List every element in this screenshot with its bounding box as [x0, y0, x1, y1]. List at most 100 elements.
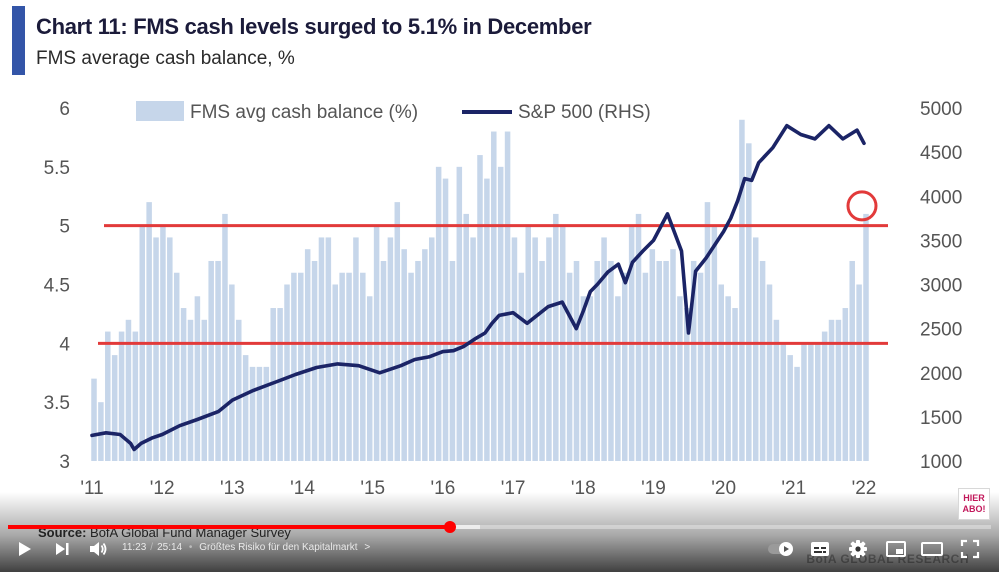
cash-bar	[842, 308, 849, 461]
volume-button[interactable]	[86, 537, 110, 561]
x-tick-label: '14	[290, 478, 315, 499]
cash-bar	[739, 119, 745, 462]
cash-bar	[594, 260, 600, 461]
subscribe-badge[interactable]: HIER ABO!	[958, 488, 990, 520]
chart-title: Chart 11: FMS cash levels surged to 5.1%…	[36, 14, 592, 39]
cash-bar	[608, 260, 614, 461]
cash-bar	[780, 343, 787, 461]
legend-label-bars: FMS avg cash balance (%)	[190, 102, 418, 123]
cash-bar	[663, 260, 669, 461]
cash-bar	[718, 284, 724, 461]
cash-bar	[684, 308, 690, 461]
cash-bar	[863, 213, 869, 461]
cash-bar	[415, 260, 421, 461]
x-tick-label: '13	[220, 478, 245, 499]
miniplayer-button[interactable]	[884, 537, 908, 561]
cash-bar	[311, 260, 318, 461]
x-tick-label: '16	[431, 478, 456, 499]
cash-bar	[477, 155, 483, 461]
cash-bar	[235, 319, 242, 461]
y-left-tick-label: 3	[59, 452, 70, 473]
cash-bar	[132, 331, 139, 461]
cash-bar	[601, 237, 607, 461]
cash-bar	[249, 366, 256, 461]
cash-bar	[539, 260, 545, 461]
cash-bar	[566, 272, 573, 461]
y-left-tick-label: 4.5	[44, 276, 70, 297]
y-right-tick-label: 2000	[920, 364, 962, 385]
cash-bar	[808, 343, 814, 461]
x-tick-label: '17	[501, 478, 526, 499]
progress-played	[8, 525, 451, 529]
sp500-line	[90, 123, 866, 452]
cash-bar	[118, 331, 125, 461]
subtitles-icon	[811, 542, 829, 556]
subscribe-badge-line2: ABO!	[962, 504, 986, 514]
progress-scrubber[interactable]	[444, 521, 457, 533]
cash-bar	[105, 331, 111, 461]
play-icon	[19, 542, 31, 556]
autoplay-toggle[interactable]	[766, 537, 796, 561]
progress-bar[interactable]	[8, 521, 991, 533]
cash-bar	[91, 378, 97, 461]
cash-bar	[325, 237, 332, 461]
next-icon	[56, 543, 69, 555]
cash-bar	[401, 249, 407, 461]
x-tick-label: '21	[781, 478, 806, 499]
time-display: 11:23/25:14 • Größtes Risiko für den Kap…	[122, 542, 370, 553]
cash-bar	[615, 296, 621, 461]
y-left-tick-label: 5	[59, 217, 70, 238]
cash-bar	[353, 237, 359, 461]
cash-bar	[532, 237, 538, 461]
cash-bar	[484, 178, 490, 461]
title-accent-bar	[12, 6, 25, 75]
cash-bar	[587, 296, 594, 461]
cash-bar	[456, 166, 463, 461]
cash-bar	[732, 308, 738, 461]
cash-bar	[298, 272, 304, 461]
time-separator: /	[150, 542, 154, 553]
theater-icon	[921, 542, 943, 556]
cash-bar	[422, 249, 428, 461]
cash-bar	[180, 308, 187, 461]
cash-bar	[332, 284, 338, 461]
subtitles-button[interactable]	[808, 537, 832, 561]
theater-mode-button[interactable]	[920, 537, 944, 561]
y-right-tick-label: 1000	[920, 452, 962, 473]
cash-bar	[304, 249, 311, 461]
play-button[interactable]	[12, 537, 36, 561]
legend-label-line: S&P 500 (RHS)	[518, 102, 651, 123]
settings-icon	[849, 540, 867, 558]
x-tick-label: '20	[711, 478, 736, 499]
cash-bar	[408, 272, 414, 461]
chart-subtitle: FMS average cash balance, %	[36, 48, 295, 69]
cash-bar	[759, 260, 766, 461]
chapter-chevron-icon[interactable]: >	[364, 542, 371, 553]
cash-bar	[173, 272, 180, 461]
cash-bar	[766, 284, 773, 461]
x-tick-label: '19	[641, 478, 666, 499]
next-button[interactable]	[50, 537, 74, 561]
cash-bar	[828, 319, 835, 461]
cash-bar	[801, 343, 807, 461]
cash-bar	[194, 296, 201, 461]
cash-bar	[167, 237, 173, 461]
y-right-tick-label: 3500	[920, 231, 962, 252]
highlight-circle	[846, 190, 878, 222]
x-tick-label: '22	[852, 478, 877, 499]
y-right-tick-label: 5000	[920, 99, 962, 120]
fullscreen-button[interactable]	[958, 537, 982, 561]
cash-bar	[125, 319, 132, 461]
chapter-title[interactable]: Größtes Risiko für den Kapitalmarkt	[199, 542, 358, 553]
cash-bar	[380, 260, 387, 461]
settings-button[interactable]	[846, 537, 870, 561]
cash-bar	[470, 237, 476, 461]
x-tick-label: '18	[571, 478, 596, 499]
cash-bar	[787, 355, 793, 461]
cash-bar	[621, 272, 628, 461]
cash-bar	[428, 237, 435, 461]
cash-bar	[435, 166, 442, 461]
volume-icon	[90, 542, 107, 556]
cash-bar	[98, 402, 104, 461]
